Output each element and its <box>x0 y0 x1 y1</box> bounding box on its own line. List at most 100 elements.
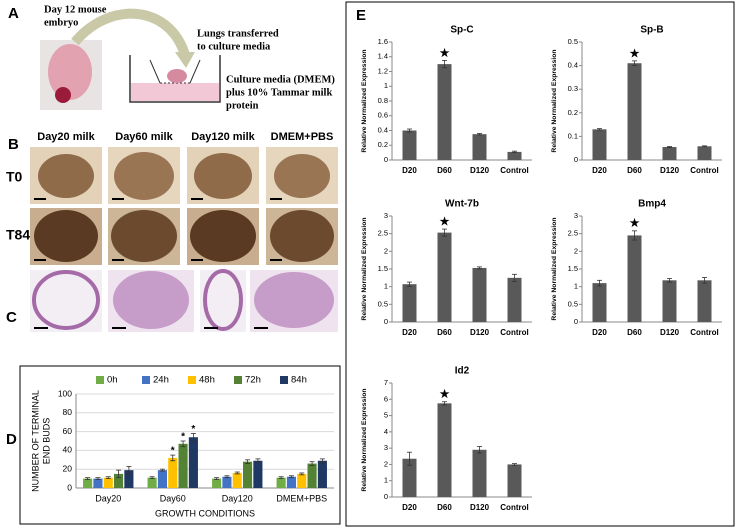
lung <box>38 154 94 198</box>
y-tick-label: 0.1 <box>568 131 578 140</box>
section <box>32 270 100 330</box>
diagram-text: plus 10% Tammar milk <box>226 87 332 98</box>
bar <box>307 463 317 488</box>
x-tick-label: Control <box>690 328 718 337</box>
x-tick-label: D120 <box>470 503 490 512</box>
insert <box>149 59 161 84</box>
x-tick-label: D20 <box>402 166 417 175</box>
chart: 0 0.5 1 1.5 2 2.5 3 Bmp4 Relative Normalized Exp… <box>551 199 722 337</box>
error-bar <box>190 433 196 442</box>
error-bar <box>245 459 251 464</box>
lung <box>194 153 252 199</box>
bar <box>662 280 677 322</box>
chart-title: Sp-C <box>450 25 473 36</box>
media <box>131 83 219 101</box>
bar <box>507 277 522 322</box>
x-axis-label: GROWTH CONDITIONS <box>155 508 255 518</box>
chart: 0 20 40 60 80 100 NUMBER OF TERMINAL END BUDS GR… <box>30 375 334 518</box>
lung <box>34 210 98 262</box>
y-tick-label: 3 <box>574 211 578 220</box>
y-tick-label: 0.8 <box>378 96 388 105</box>
legend-swatch <box>188 376 196 384</box>
error-bar <box>319 458 325 464</box>
y-tick-label: 5 <box>384 411 388 420</box>
x-tick-label: D60 <box>627 328 642 337</box>
y-tick-label: 2 <box>384 246 388 255</box>
x-tick-label: DMEM+PBS <box>276 493 327 503</box>
x-tick-label: D120 <box>660 166 680 175</box>
error-bar <box>116 469 122 479</box>
lung <box>270 210 334 262</box>
chart-title: Wnt-7b <box>445 199 479 210</box>
diagram-text: Culture media (DMEM) <box>226 74 335 85</box>
bar <box>103 477 113 488</box>
lung <box>274 154 330 198</box>
diagram-text: embryo <box>44 17 78 28</box>
error-bar <box>159 468 165 472</box>
x-tick-label: D20 <box>402 503 417 512</box>
bar <box>124 470 134 488</box>
panel-label: C <box>6 309 17 326</box>
y-tick-label: 40 <box>63 445 73 455</box>
y-axis-label: END BUDS <box>41 418 51 465</box>
bar <box>83 478 93 488</box>
y-tick-label: 0.6 <box>378 111 388 120</box>
x-tick-label: Control <box>500 328 528 337</box>
error-bar <box>214 477 220 480</box>
embryo <box>48 44 92 100</box>
y-tick-label: 0.4 <box>568 61 578 70</box>
section <box>254 272 334 328</box>
lungs <box>167 69 187 83</box>
y-tick-label: 3 <box>384 443 388 452</box>
bar <box>297 473 307 488</box>
y-tick-label: 0 <box>384 317 388 326</box>
y-tick-label: 2 <box>574 246 578 255</box>
y-axis-label: NUMBER OF TERMINAL <box>30 390 40 492</box>
bar <box>212 478 222 488</box>
x-tick-label: D60 <box>627 166 642 175</box>
panel-label: B <box>8 136 19 153</box>
bar <box>402 130 417 160</box>
bar <box>662 147 677 160</box>
error-bar <box>512 273 517 282</box>
legend-swatch <box>280 376 288 384</box>
bar <box>114 473 124 488</box>
arrow <box>71 8 190 57</box>
bar <box>157 470 167 488</box>
embryo-liver <box>55 87 71 103</box>
y-tick-label: 80 <box>63 407 73 417</box>
legend-label: 0h <box>107 375 118 386</box>
y-tick-label: 1.4 <box>378 52 388 61</box>
y-tick-label: 1 <box>384 282 388 291</box>
legend-label: 84h <box>291 375 307 386</box>
bar <box>697 146 712 160</box>
y-tick-label: 0.2 <box>568 108 578 117</box>
error-bar <box>667 146 672 148</box>
bar <box>243 461 253 488</box>
y-axis-label: Relative Normalized Expression <box>551 49 558 152</box>
bar <box>317 460 327 488</box>
bar <box>697 280 712 322</box>
column-label: Day120 milk <box>191 131 255 143</box>
row-label: T84 <box>6 227 30 243</box>
dish <box>129 55 221 103</box>
bar <box>276 477 286 488</box>
y-tick-label: 60 <box>63 426 73 436</box>
panel-label: D <box>6 431 17 448</box>
legend-swatch <box>96 376 104 384</box>
y-tick-label: 0 <box>574 317 578 326</box>
column-label: Day60 milk <box>115 131 173 143</box>
y-tick-label: 0 <box>67 482 72 492</box>
error-bar <box>597 279 602 287</box>
y-tick-label: 1.5 <box>378 264 388 273</box>
error-bar <box>442 60 447 69</box>
bar <box>507 464 522 497</box>
error-bar <box>105 476 111 480</box>
error-bar <box>477 446 482 454</box>
error-bar <box>702 145 707 148</box>
significance-mark: ★ <box>440 47 450 59</box>
x-tick-label: D20 <box>402 328 417 337</box>
bar <box>222 476 232 488</box>
significance-mark: ★ <box>440 216 450 228</box>
y-tick-label: 1 <box>384 476 388 485</box>
